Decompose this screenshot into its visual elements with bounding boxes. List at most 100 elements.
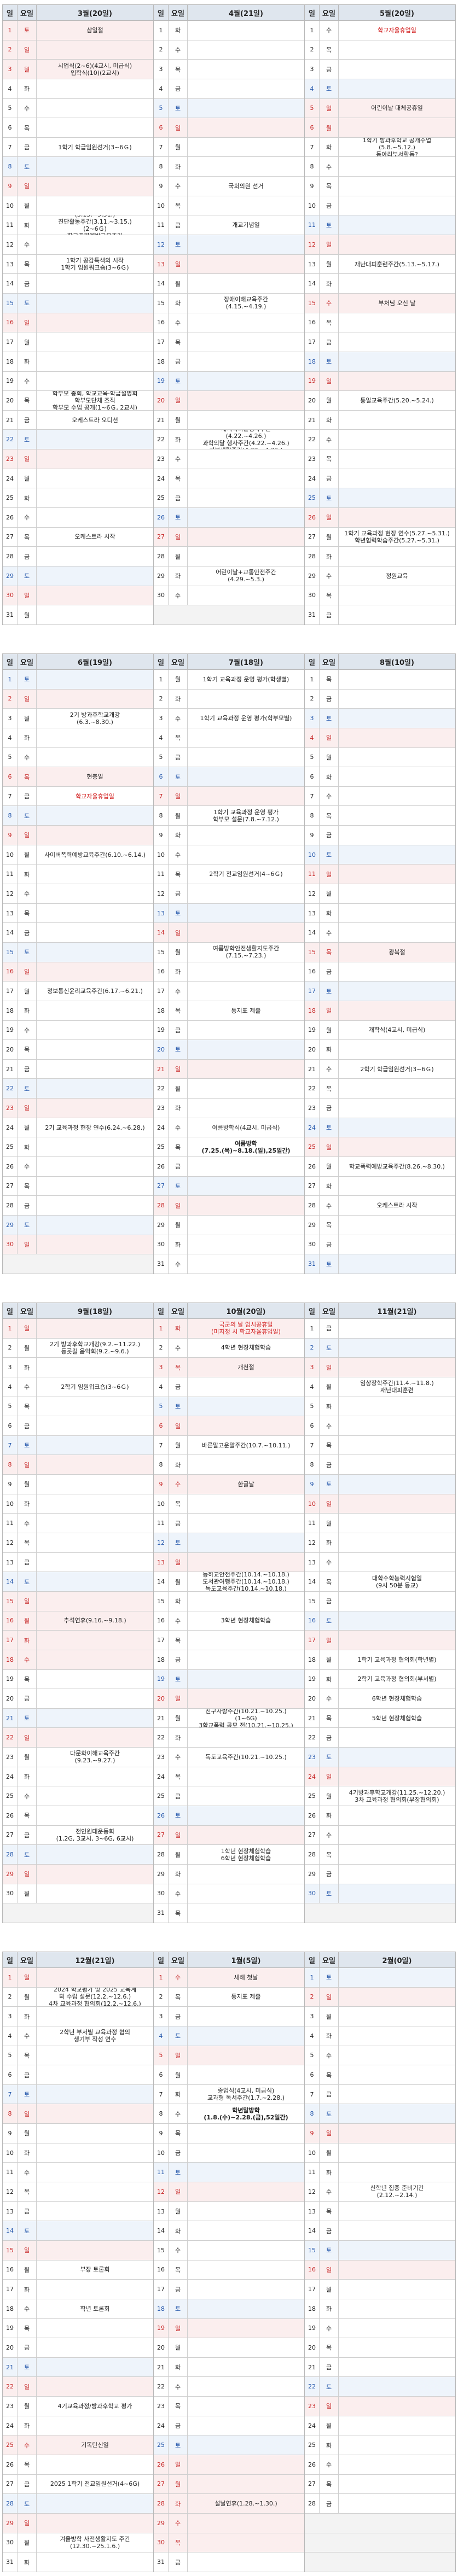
day-row: 18 화	[3, 352, 153, 372]
weekday-label: 화	[18, 215, 37, 235]
weekday-label: 화	[169, 430, 188, 449]
day-number: 6	[3, 118, 18, 137]
day-number: 19	[154, 1669, 169, 1689]
weekday-label: 금	[18, 274, 37, 293]
day-row: 20 일	[154, 391, 304, 411]
weekday-label: 금	[18, 2474, 37, 2494]
weekday-label: 수	[169, 1968, 188, 1987]
weekday-label: 일	[169, 1689, 188, 1708]
weekday-label: 일	[320, 2124, 339, 2143]
day-row: 14 수	[305, 923, 455, 943]
event-text	[188, 1040, 304, 1059]
day-row: 19 수	[3, 1020, 153, 1041]
event-text	[339, 806, 455, 825]
event-text	[188, 1533, 304, 1552]
weekday-label: 토	[320, 1968, 339, 1987]
event-text: 학년 토론회	[80, 2305, 110, 2312]
day-row: 14 화	[305, 274, 455, 294]
day-row: 20 월	[154, 2338, 304, 2358]
day-row: 29 금	[305, 1864, 455, 1884]
day-row: 22 일	[3, 2377, 153, 2397]
day-row: 11 화	[3, 864, 153, 885]
day-number: 1	[305, 1319, 320, 1338]
event-text: 바른말고운말주간(10.7.~10.11.)	[201, 1441, 291, 1449]
weekday-label: 목	[320, 1079, 339, 1099]
day-number: 8	[305, 806, 320, 826]
day-number: 3	[3, 2007, 18, 2026]
day-number: 12	[305, 2182, 320, 2201]
weekday-label: 일	[320, 508, 339, 527]
month-column: 일 요일 5월(20일) 1 수 학교자율휴업일 2 목 3 금 4 토 5 일 어린이날 대체공휴일 6 월 7…	[305, 4, 456, 625]
day-number: 22	[3, 430, 18, 449]
day-number: 3	[154, 1358, 169, 1377]
event-text: 한글날	[237, 1480, 254, 1488]
day-number: 18	[154, 1001, 169, 1020]
day-row: 25 화	[305, 2435, 455, 2456]
month-header: 일 요일 11월(21일)	[305, 1302, 455, 1319]
event-text	[188, 2397, 304, 2416]
event-text	[339, 2280, 455, 2299]
day-number: 6	[3, 767, 18, 786]
day-number: 30	[154, 586, 169, 605]
weekday-label: 토	[320, 1338, 339, 1358]
weekday-label: 일	[169, 786, 188, 806]
day-number: 30	[3, 1884, 18, 1903]
day-number: 9	[154, 2124, 169, 2143]
event-text	[188, 21, 304, 40]
event-text	[37, 430, 153, 449]
event-text	[37, 1553, 153, 1572]
day-row: 24 화	[3, 1767, 153, 1787]
weekday-label: 수	[18, 2299, 37, 2318]
day-number: 7	[3, 786, 18, 806]
day-number: 20	[3, 391, 18, 410]
day-row: 21 월	[154, 410, 304, 430]
day-number: 25	[154, 1137, 169, 1157]
event-text	[188, 352, 304, 371]
event-text	[37, 196, 153, 215]
month-header: 일 요일 10월(20일)	[154, 1302, 304, 1319]
day-number: 31	[154, 1903, 169, 1923]
day-number: 18	[3, 1001, 18, 1020]
day-number: 30	[305, 586, 320, 605]
day-number: 30	[154, 2533, 169, 2552]
weekday-label: 화	[169, 826, 188, 845]
event-text: 1학기 공감특색의 시작 1학기 임원워크숍(3~6Ｇ)	[61, 257, 129, 271]
day-rows: 1 수 새해 첫날 2 목 통지표 제출 3 금 4 토 5 일 6 월 7 화 종업식(4교시, 미급식) 교…	[154, 1968, 304, 2572]
weekday-label: 월	[320, 2416, 339, 2435]
day-number: 28	[154, 2494, 169, 2513]
day-row: 16 일	[3, 313, 153, 333]
event-text: 친구사랑주간(10.21.~10.25.) (1~6G) 3학교폭력 공모 전(…	[199, 1708, 293, 1728]
day-number: 1	[3, 670, 18, 689]
weekday-label: 목	[169, 2533, 188, 2552]
day-number: 27	[305, 2474, 320, 2494]
day-row: 11 토	[305, 215, 455, 236]
event-text	[339, 1845, 455, 1864]
event-text	[339, 605, 455, 624]
weekday-label: 월	[18, 2260, 37, 2280]
event-text: 2기 방과후학교개강(9.2.~11.22.) 등굣길 음악회(9.2.~9.6…	[49, 1340, 141, 1355]
weekday-label: 토	[169, 1806, 188, 1825]
event-text	[188, 748, 304, 767]
weekday-label: 토	[169, 1669, 188, 1689]
day-row: 21 토	[3, 2357, 153, 2378]
event-text	[188, 586, 304, 605]
weekday-label: 목	[169, 60, 188, 79]
weekday-label: 토	[320, 845, 339, 864]
day-number: 5	[154, 2046, 169, 2065]
day-row: 23 일	[3, 1099, 153, 1118]
event-text	[37, 1865, 153, 1884]
event-text	[37, 1157, 153, 1176]
weekday-column-header: 요일	[320, 5, 339, 20]
day-number: 2	[154, 689, 169, 709]
month-title: 12월(21일)	[75, 1956, 115, 1965]
day-row: 19 금	[154, 1020, 304, 1041]
day-number: 29	[3, 566, 18, 586]
weekday-label: 일	[18, 1728, 37, 1748]
day-number: 3	[305, 2007, 320, 2026]
weekday-label: 월	[18, 845, 37, 864]
